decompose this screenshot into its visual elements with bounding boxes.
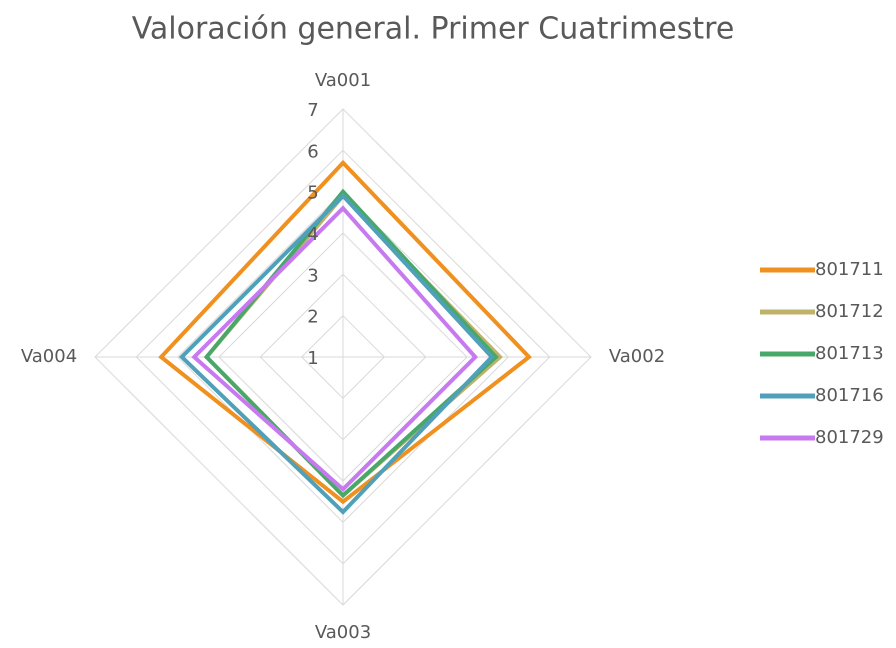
series-line [178,192,495,515]
axis-label: Va002 [609,346,665,367]
legend-label: 801716 [815,385,884,406]
tick-label: 7 [307,100,318,121]
series-line [158,159,532,505]
tick-label: 4 [307,224,318,245]
chart-title: Valoración general. Primer Cuatrimestre [132,12,735,47]
axis-label: Va001 [315,70,371,91]
series-line [203,188,499,499]
tick-label: 6 [307,141,318,162]
tick-label: 3 [307,265,318,286]
legend-label: 801711 [815,259,884,280]
series-line [191,205,479,493]
axis-label: Va003 [315,622,371,643]
legend-label: 801713 [815,343,884,364]
tick-label: 1 [307,348,318,369]
tick-label: 2 [307,307,318,328]
legend-label: 801729 [815,427,884,448]
axis-label: Va004 [21,346,77,367]
legend-label: 801712 [815,301,884,322]
tick-label: 5 [307,183,318,204]
